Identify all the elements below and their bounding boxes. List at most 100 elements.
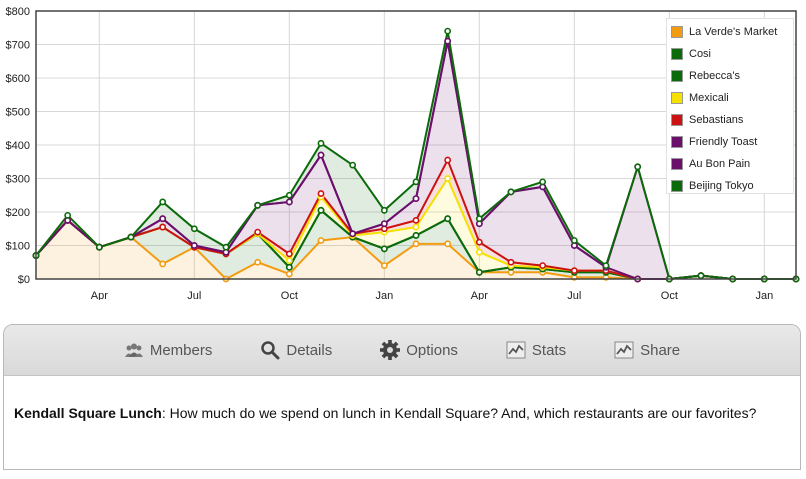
- y-tick-label: $700: [6, 40, 30, 52]
- legend-label: La Verde's Market: [689, 26, 778, 38]
- data-point: [380, 206, 388, 214]
- data-point: [475, 268, 483, 276]
- share-icon: [614, 341, 634, 359]
- data-point: [127, 233, 135, 241]
- search-icon: [261, 341, 280, 360]
- data-point: [570, 267, 578, 275]
- x-tick-label: Apr: [91, 290, 108, 300]
- tab-options[interactable]: Options: [380, 340, 458, 360]
- data-point: [317, 237, 325, 244]
- data-point: [475, 215, 483, 223]
- data-point: [317, 190, 325, 197]
- data-point: [159, 223, 167, 231]
- tab-options-label: Options: [406, 341, 458, 359]
- data-point: [285, 191, 293, 199]
- info-panel: Members Details Options: [3, 324, 801, 470]
- data-point: [602, 262, 610, 269]
- data-point: [285, 263, 293, 271]
- legend-label: Friendly Toast: [689, 136, 758, 148]
- x-tick-label: Jul: [187, 290, 201, 300]
- y-tick-label: $500: [6, 107, 30, 119]
- legend-swatch: [671, 92, 683, 104]
- data-point: [412, 178, 420, 186]
- legend-swatch: [671, 70, 683, 82]
- members-icon: [124, 343, 143, 357]
- legend-item: Mexicali: [671, 87, 793, 109]
- data-point: [159, 198, 167, 206]
- data-point: [412, 216, 420, 224]
- x-tick-label: Oct: [281, 290, 298, 300]
- chart-legend: La Verde's Market Cosi Rebecca's Mexicali Se…: [666, 18, 794, 194]
- y-tick-label: $800: [6, 6, 30, 18]
- tab-share[interactable]: Share: [614, 341, 680, 359]
- data-point: [254, 258, 262, 266]
- legend-label: Cosi: [689, 48, 712, 60]
- x-tick-label: Apr: [471, 290, 488, 300]
- data-point: [444, 240, 452, 248]
- data-point: [412, 240, 420, 248]
- data-point: [475, 238, 483, 246]
- legend-swatch: [671, 136, 683, 148]
- data-point: [285, 250, 293, 258]
- data-point: [349, 230, 357, 238]
- data-point: [444, 37, 452, 45]
- data-point: [190, 225, 198, 233]
- data-point: [159, 215, 167, 223]
- data-point: [380, 245, 388, 253]
- data-point: [349, 161, 357, 169]
- tab-share-label: Share: [640, 341, 681, 359]
- data-point: [475, 248, 483, 256]
- data-point: [285, 198, 293, 206]
- tab-details-label: Details: [286, 341, 333, 359]
- data-point: [64, 211, 72, 219]
- legend-item: La Verde's Market: [671, 21, 793, 43]
- data-point: [254, 228, 262, 236]
- legend-item: Beijing Tokyo: [671, 175, 793, 197]
- legend-swatch: [671, 48, 683, 60]
- legend-item: Friendly Toast: [671, 131, 793, 153]
- data-point: [317, 139, 325, 147]
- plot-frame: [35, 10, 797, 280]
- legend-swatch: [671, 114, 683, 126]
- legend-label: Mexicali: [689, 92, 729, 104]
- y-tick-label: $200: [6, 207, 30, 219]
- legend-swatch: [671, 180, 683, 192]
- x-tick-label: Jul: [567, 290, 581, 300]
- area-0: [36, 220, 796, 279]
- data-point: [190, 242, 198, 249]
- data-point: [285, 257, 293, 264]
- legend-swatch: [671, 158, 683, 170]
- legend-item: Rebecca's: [671, 65, 793, 87]
- data-point: [412, 223, 420, 231]
- y-tick-label: $400: [6, 140, 30, 152]
- x-tick-label: Jan: [755, 290, 773, 300]
- data-point: [539, 178, 547, 186]
- legend-item: Sebastians: [671, 109, 793, 131]
- data-point: [95, 243, 103, 251]
- stats-icon: [506, 341, 526, 359]
- y-tick-label: $0: [18, 274, 30, 286]
- data-point: [697, 272, 705, 280]
- gear-icon: [380, 340, 401, 360]
- x-tick-label: Jan: [375, 290, 393, 300]
- axes: $0 $100 $200 $300 $400 $500 $600 $700 $800 Apr Jul…: [6, 6, 797, 300]
- legend-item: Cosi: [671, 43, 793, 65]
- data-point: [539, 262, 547, 269]
- tab-details[interactable]: Details: [260, 340, 332, 360]
- y-tick-label: $100: [6, 241, 30, 253]
- data-point: [507, 258, 515, 266]
- data-point: [317, 206, 325, 214]
- tab-bar: Members Details Options: [4, 325, 800, 376]
- data-point: [380, 262, 388, 269]
- data-point: [444, 27, 452, 35]
- data-point: [444, 175, 452, 182]
- tab-stats[interactable]: Stats: [506, 341, 566, 359]
- description: Kendall Square Lunch: How much do we spe…: [4, 376, 800, 424]
- data-point: [412, 195, 420, 202]
- tab-members[interactable]: Members: [124, 342, 212, 359]
- data-point: [380, 220, 388, 228]
- description-text: : How much do we spend on lunch in Kenda…: [161, 405, 757, 421]
- y-tick-label: $600: [6, 73, 30, 85]
- legend-label: Rebecca's: [689, 70, 741, 82]
- data-point: [254, 201, 262, 209]
